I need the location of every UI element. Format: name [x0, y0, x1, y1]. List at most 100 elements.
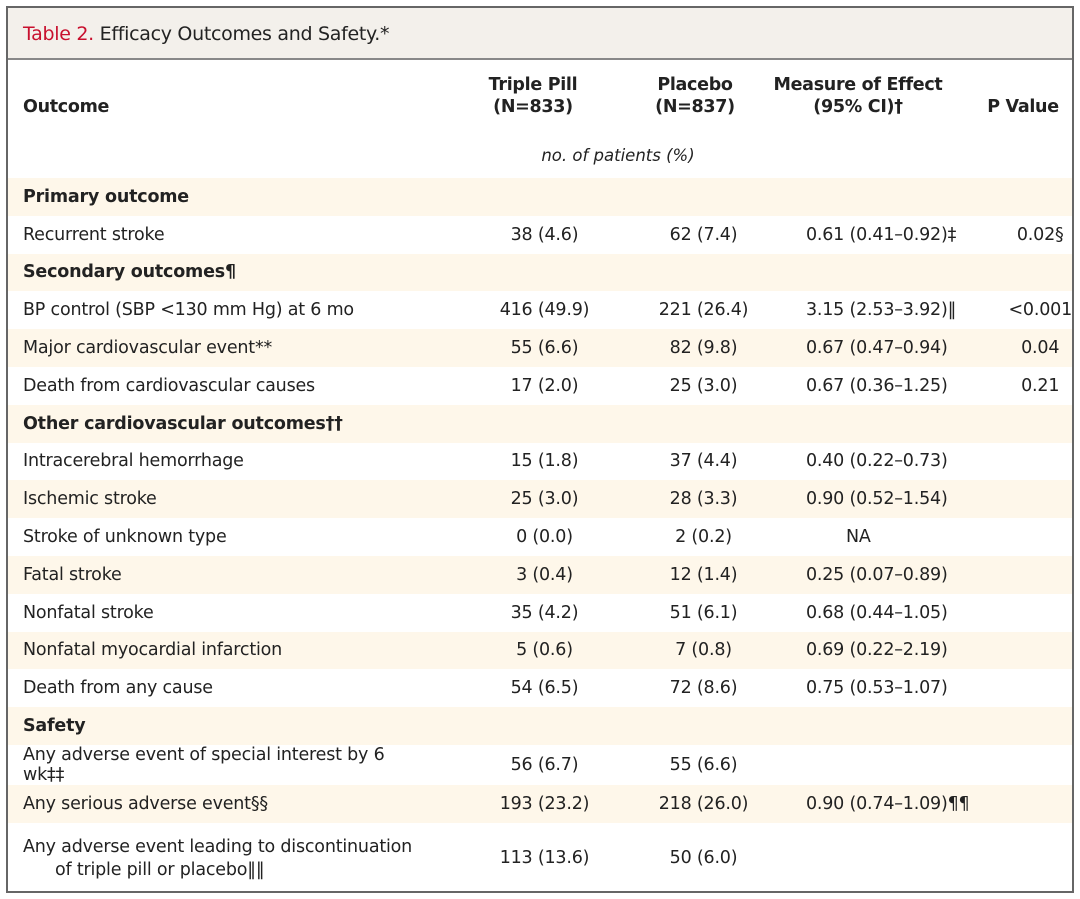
outcome-name: Nonfatal stroke [23, 602, 154, 623]
triple-pill-cell: 416 (49.9) [499, 300, 590, 321]
outcome-name: Nonfatal myocardial infarction [23, 640, 283, 661]
triple-pill-cell: 3 (0.4) [516, 564, 573, 585]
outcome-cell: Major cardiovascular event** [8, 329, 428, 367]
header-triple-pill: Triple Pill (N=833) [458, 74, 608, 118]
table-row: Any adverse event leading to discontinua… [8, 823, 1072, 895]
p-value-cell [1008, 785, 1072, 823]
triple-pill-cell: 15 (1.8) [510, 451, 579, 472]
section-title: Secondary outcomes¶ [23, 262, 236, 283]
triple-pill-cell: 25 (3.0) [510, 489, 579, 510]
outcome-cell: Ischemic stroke [8, 480, 428, 518]
outcome-cell: Intracerebral hemorrhage [8, 443, 428, 481]
placebo-cell: 221 (26.4) [658, 300, 749, 321]
measure-cell [776, 823, 1009, 895]
measure-cell: 0.75 (0.53–1.07) [805, 678, 948, 699]
triple-pill-cell: 35 (4.2) [510, 602, 579, 623]
placebo-cell: 55 (6.6) [669, 754, 738, 775]
triple-pill-cell: 0 (0.0) [516, 527, 573, 548]
outcome-name: Intracerebral hemorrhage [23, 451, 244, 472]
outcome-cell: Any adverse event leading to discontinua… [8, 823, 428, 895]
table-row: Recurrent stroke 38 (4.6) 62 (7.4) 0.61 … [8, 216, 1072, 254]
p-value-cell [1008, 669, 1072, 707]
table-caption: Efficacy Outcomes and Safety.* [93, 23, 390, 45]
section-row: Primary outcome [8, 178, 1072, 216]
measure-cell: 0.69 (0.22–2.19) [805, 640, 948, 661]
outcome-name: Any adverse event leading to discontinua… [23, 836, 413, 857]
outcome-name: Major cardiovascular event** [23, 338, 273, 359]
p-value-cell: 0.04 [1021, 338, 1060, 359]
measure-cell: 0.61 (0.41–0.92)‡ [805, 224, 957, 245]
triple-pill-cell: 17 (2.0) [510, 375, 579, 396]
outcome-cell: Any adverse event of special interest by… [8, 745, 428, 785]
outcome-name: BP control (SBP <130 mm Hg) at 6 mo [23, 300, 354, 321]
p-value-cell [1008, 480, 1072, 518]
triple-pill-cell: 54 (6.5) [510, 678, 579, 699]
outcome-cell: Recurrent stroke [8, 216, 428, 254]
header-measure: Measure of Effect (95% CI)† [768, 74, 948, 118]
triple-pill-cell: 38 (4.6) [510, 224, 579, 245]
outcome-name: Any adverse event of special interest by… [23, 744, 385, 785]
header-p-value: P Value [987, 97, 1059, 117]
placebo-cell: 25 (3.0) [669, 375, 738, 396]
table-row: Major cardiovascular event** 55 (6.6) 82… [8, 329, 1072, 367]
table-row: Nonfatal myocardial infarction 5 (0.6) 7… [8, 631, 1072, 670]
outcome-name: Death from cardiovascular causes [23, 375, 315, 396]
outcome-name: Stroke of unknown type [23, 527, 227, 548]
measure-cell: 0.68 (0.44–1.05) [805, 602, 948, 623]
header-triple-n: (N=833) [493, 97, 573, 117]
outcome-cell: Death from cardiovascular causes [8, 367, 428, 405]
table-row: Death from cardiovascular causes 17 (2.0… [8, 367, 1072, 405]
placebo-cell: 28 (3.3) [669, 489, 738, 510]
placebo-cell: 72 (8.6) [669, 678, 738, 699]
measure-cell: 0.67 (0.47–0.94) [805, 338, 948, 359]
table-label: Table 2. [23, 23, 94, 45]
measure-cell: 0.40 (0.22–0.73) [805, 451, 948, 472]
placebo-cell: 12 (1.4) [669, 564, 738, 585]
p-value-cell [1008, 556, 1072, 594]
section-title: Safety [23, 716, 86, 737]
outcome-name: Recurrent stroke [23, 224, 165, 245]
p-value-cell: 0.21 [1021, 375, 1060, 396]
p-value-cell [1008, 632, 1072, 670]
table-row: Any adverse event of special interest by… [8, 745, 1072, 785]
placebo-cell: 218 (26.0) [658, 793, 749, 814]
measure-cell: NA [845, 527, 871, 548]
table-row: BP control (SBP <130 mm Hg) at 6 mo 416 … [8, 291, 1072, 329]
measure-cell: 0.90 (0.74–1.09)¶¶ [805, 793, 970, 814]
header-placebo-label: Placebo [657, 75, 733, 95]
p-value-cell: <0.001 [1008, 300, 1072, 321]
table-row: Stroke of unknown type 0 (0.0) 2 (0.2) N… [8, 518, 1072, 556]
section-title: Primary outcome [23, 186, 189, 207]
placebo-cell: 50 (6.0) [669, 848, 738, 869]
header-measure-label: Measure of Effect [773, 75, 943, 95]
header-outcome: Outcome [23, 97, 110, 117]
table-container: Table 2. Efficacy Outcomes and Safety.* … [6, 6, 1074, 893]
measure-cell: 0.90 (0.52–1.54) [805, 489, 948, 510]
measure-cell: 0.25 (0.07–0.89) [805, 564, 948, 585]
table-header: Outcome Triple Pill (N=833) Placebo (N=837… [8, 60, 1072, 178]
outcome-name: Any serious adverse event§§ [23, 793, 268, 814]
triple-pill-cell: 193 (23.2) [499, 793, 590, 814]
outcome-name-cont: of triple pill or placebo‖‖ [55, 859, 265, 880]
table-title: Table 2. Efficacy Outcomes and Safety.* [8, 8, 1072, 60]
section-title: Other cardiovascular outcomes†† [23, 413, 343, 434]
table-row: Nonfatal stroke 35 (4.2) 51 (6.1) 0.68 (… [8, 594, 1072, 632]
outcome-name: Death from any cause [23, 678, 213, 699]
placebo-cell: 82 (9.8) [669, 338, 738, 359]
measure-cell: 3.15 (2.53–3.92)‖ [805, 300, 957, 321]
table-row: Intracerebral hemorrhage 15 (1.8) 37 (4.… [8, 443, 1072, 481]
table-row: Death from any cause 54 (6.5) 72 (8.6) 0… [8, 669, 1072, 707]
p-value-cell [1008, 518, 1072, 556]
outcome-cell: Death from any cause [8, 669, 428, 707]
header-measure-ci: (95% CI)† [813, 97, 903, 117]
p-value-cell [1008, 745, 1072, 785]
p-value-cell [1008, 823, 1072, 895]
outcome-cell: Nonfatal myocardial infarction [8, 632, 428, 670]
outcome-cell: BP control (SBP <130 mm Hg) at 6 mo [8, 291, 428, 329]
table-row: Fatal stroke 3 (0.4) 12 (1.4) 0.25 (0.07… [8, 555, 1072, 594]
section-row: Other cardiovascular outcomes†† [8, 404, 1072, 443]
triple-pill-cell: 55 (6.6) [510, 338, 579, 359]
p-value-cell: 0.02§ [1016, 224, 1064, 245]
unit-label: no. of patients (%) [541, 146, 695, 165]
header-placebo-n: (N=837) [655, 97, 735, 117]
